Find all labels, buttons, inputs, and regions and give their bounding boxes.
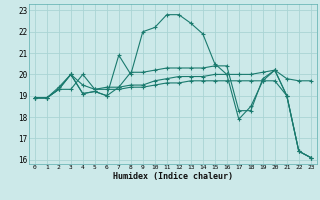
X-axis label: Humidex (Indice chaleur): Humidex (Indice chaleur) <box>113 172 233 181</box>
